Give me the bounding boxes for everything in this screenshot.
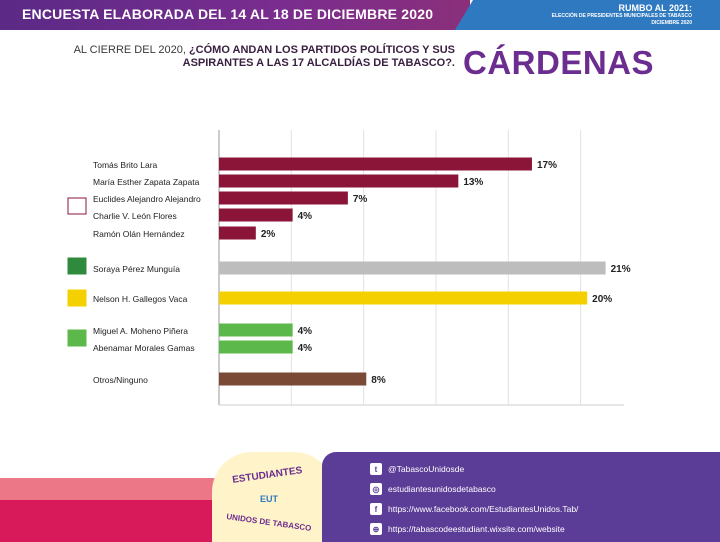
question-bold: ¿CÓMO ANDAN LOS PARTIDOS POLÍTICOS Y SUS [188,44,455,56]
bar-value-label: 2% [261,229,276,240]
estudiantes-badge: ESTUDIANTES EUT UNIDOS DE TABASCO [212,452,334,542]
instagram-handle: estudiantesunidosdetabasco [388,484,496,494]
instagram-icon: ◎ [370,483,382,495]
municipality-title: CÁRDENAS [463,44,655,81]
bar [219,291,588,305]
bar-value-label: 7% [353,194,368,205]
bar-value-label: 4% [298,343,313,354]
pri-logo [67,257,87,275]
social-row-web[interactable]: ⊕ https://tabascodeestudiant.wixsite.com… [370,522,565,536]
twitter-handle: @TabascoUnidosde [388,464,465,474]
badge-mid-text: EUT [260,494,278,504]
header-right-subtitle: ELECCIÓN DE PRESIDENTES MUNICIPALES DE T… [551,13,692,19]
bar-value-label: 13% [463,177,483,188]
category-label: Ramón Olán Hernández [93,229,185,239]
category-label: Charlie V. León Flores [93,211,177,221]
bar-value-label: 8% [371,375,386,386]
social-panel: t @TabascoUnidosde ◎ estudiantesunidosde… [322,452,720,542]
web-icon: ⊕ [370,523,382,535]
header-right-date: DICIEMBRE 2020 [651,20,692,26]
social-row-twitter[interactable]: t @TabascoUnidosde [370,462,464,476]
prd-logo [67,289,87,307]
bar-chart: 17% Tomás Brito Lara 13% María Esther Zapat… [67,130,631,406]
bar [219,174,459,188]
header-right-band [455,0,720,30]
bar [219,208,293,222]
bar-value-label: 20% [592,294,612,305]
badge-top-text: ESTUDIANTES [231,465,303,486]
question-prefix: AL CIERRE DEL 2020, [73,44,189,56]
header-left-band [0,0,470,30]
web-url: https://tabascodeestudiant.wixsite.com/w… [388,524,565,534]
social-row-instagram[interactable]: ◎ estudiantesunidosdetabasco [370,482,496,496]
footer-peach-band [0,478,215,500]
bar-value-label: 21% [611,264,631,275]
category-label: Miguel A. Moheno Piñera [93,326,188,336]
bar-value-label: 4% [298,326,313,337]
bar [219,372,367,386]
bar [219,340,293,354]
morena-logo [67,197,87,215]
bar-value-label: 4% [298,211,313,222]
category-label: Nelson H. Gallegos Vaca [93,294,188,304]
category-label: Euclides Alejandro Alejandro [93,194,201,204]
header-bar: ENCUESTA ELABORADA DEL 14 AL 18 DE DICIE… [0,0,720,30]
bar [219,226,256,240]
bar [219,157,532,171]
question-line-2: ASPIRANTES A LAS 17 ALCALDÍAS DE TABASCO… [182,57,455,69]
category-label: María Esther Zapata Zapata [93,177,200,187]
badge-bottom-text: UNIDOS DE TABASCO [225,512,312,533]
social-row-facebook[interactable]: f https://www.facebook.com/EstudiantesUn… [370,502,578,516]
header-title: ENCUESTA ELABORADA DEL 14 AL 18 DE DICIE… [22,6,434,22]
facebook-icon: f [370,503,382,515]
facebook-url: https://www.facebook.com/EstudiantesUnid… [388,504,579,514]
bar [219,261,606,275]
category-label: Abenamar Morales Gamas [93,343,195,353]
twitter-icon: t [370,463,382,475]
question-line-1: AL CIERRE DEL 2020, ¿CÓMO ANDAN LOS PART… [74,44,455,56]
bar [219,323,293,337]
category-label: Tomás Brito Lara [93,160,158,170]
bar [219,191,348,205]
header-right-title: RUMBO AL 2021: [618,3,692,13]
category-label: Otros/Ninguno [93,375,148,385]
pvem-logo [67,329,87,347]
category-label: Soraya Pérez Munguía [93,264,180,274]
bar-value-label: 17% [537,160,557,171]
